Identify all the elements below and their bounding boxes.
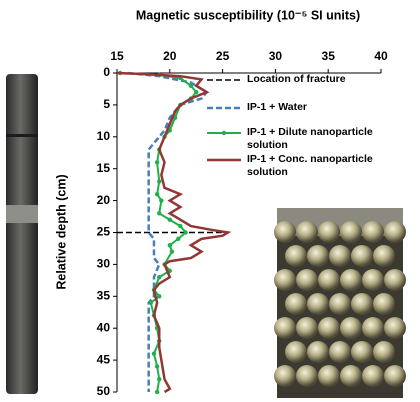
particle bbox=[373, 341, 395, 363]
particle bbox=[340, 221, 362, 243]
y-tick-label: 35 bbox=[97, 288, 111, 302]
series-point bbox=[159, 198, 164, 203]
particle bbox=[362, 269, 384, 291]
particle bbox=[307, 245, 329, 267]
y-tick-label: 30 bbox=[97, 257, 111, 271]
series-point bbox=[194, 89, 199, 95]
particle bbox=[351, 293, 373, 315]
particle bbox=[384, 365, 406, 387]
series-point bbox=[154, 160, 160, 165]
particle bbox=[384, 317, 406, 339]
series-point bbox=[157, 179, 162, 184]
particle bbox=[307, 341, 329, 363]
y-tick-label: 50 bbox=[97, 384, 111, 398]
y-tick-label: 5 bbox=[103, 97, 110, 111]
series-line bbox=[116, 71, 232, 394]
series-point bbox=[167, 217, 172, 222]
y-axis-label: Relative depth (cm) bbox=[54, 174, 68, 289]
series-point bbox=[176, 236, 181, 242]
x-tick-label: 25 bbox=[216, 49, 230, 63]
chart-title: Magnetic susceptibility (10⁻⁵ SI units) bbox=[136, 8, 360, 22]
particle bbox=[274, 317, 296, 339]
particle bbox=[351, 245, 373, 267]
x-tick-label: 20 bbox=[163, 49, 177, 63]
particle bbox=[351, 341, 373, 363]
particle bbox=[296, 317, 318, 339]
series-point bbox=[157, 294, 162, 299]
legend-label: IP-1 + Conc. nanoparticle solution bbox=[247, 153, 373, 178]
core-photo bbox=[6, 74, 38, 394]
series-point bbox=[167, 243, 172, 248]
particle bbox=[296, 221, 318, 243]
y-tick-label: 40 bbox=[97, 320, 111, 334]
series-point bbox=[151, 351, 157, 356]
series-point bbox=[148, 300, 153, 305]
particle bbox=[340, 269, 362, 291]
particle bbox=[318, 365, 340, 387]
y-tick-label: 15 bbox=[97, 161, 111, 175]
particle bbox=[285, 245, 307, 267]
particle bbox=[384, 269, 406, 291]
particle bbox=[307, 293, 329, 315]
series-point bbox=[157, 211, 162, 216]
series-point bbox=[157, 377, 162, 382]
particle bbox=[318, 269, 340, 291]
particle bbox=[285, 341, 307, 363]
particle bbox=[318, 317, 340, 339]
x-tick-label: 30 bbox=[269, 49, 283, 63]
series-point bbox=[154, 389, 160, 395]
series-point bbox=[178, 223, 183, 229]
x-tick-label: 35 bbox=[322, 49, 336, 63]
particle bbox=[296, 269, 318, 291]
particles bbox=[274, 221, 406, 387]
y-tick-label: 20 bbox=[97, 193, 111, 207]
y-tick-label: 0 bbox=[103, 65, 110, 79]
particle bbox=[329, 341, 351, 363]
particle bbox=[274, 221, 296, 243]
y-tick-label: 10 bbox=[97, 129, 111, 143]
y-tick-label: 45 bbox=[97, 352, 111, 366]
legend-label: Location of fracture bbox=[247, 73, 346, 85]
x-tick-label: 40 bbox=[374, 49, 388, 63]
particle bbox=[362, 317, 384, 339]
series-point bbox=[183, 230, 188, 235]
particle bbox=[318, 221, 340, 243]
particle bbox=[362, 365, 384, 387]
y-tick-label: 25 bbox=[97, 225, 111, 239]
legend-label: IP-1 + Dilute nanoparticle solution bbox=[247, 126, 373, 151]
particle bbox=[340, 365, 362, 387]
particle bbox=[362, 221, 384, 243]
particle bbox=[274, 365, 296, 387]
particle bbox=[296, 365, 318, 387]
series-point bbox=[154, 192, 160, 197]
particle bbox=[329, 245, 351, 267]
x-tick-label: 15 bbox=[110, 49, 124, 63]
particle bbox=[384, 221, 406, 243]
particle bbox=[373, 245, 395, 267]
particle bbox=[274, 269, 296, 291]
series-point bbox=[154, 364, 160, 369]
particle bbox=[373, 293, 395, 315]
series-point bbox=[157, 274, 162, 280]
particle bbox=[329, 293, 351, 315]
legend-swatch-point bbox=[221, 130, 227, 136]
series-point bbox=[188, 83, 194, 88]
legend-label: IP-1 + Water bbox=[247, 101, 308, 113]
particle bbox=[285, 293, 307, 315]
particle bbox=[340, 317, 362, 339]
series-point bbox=[169, 249, 175, 254]
